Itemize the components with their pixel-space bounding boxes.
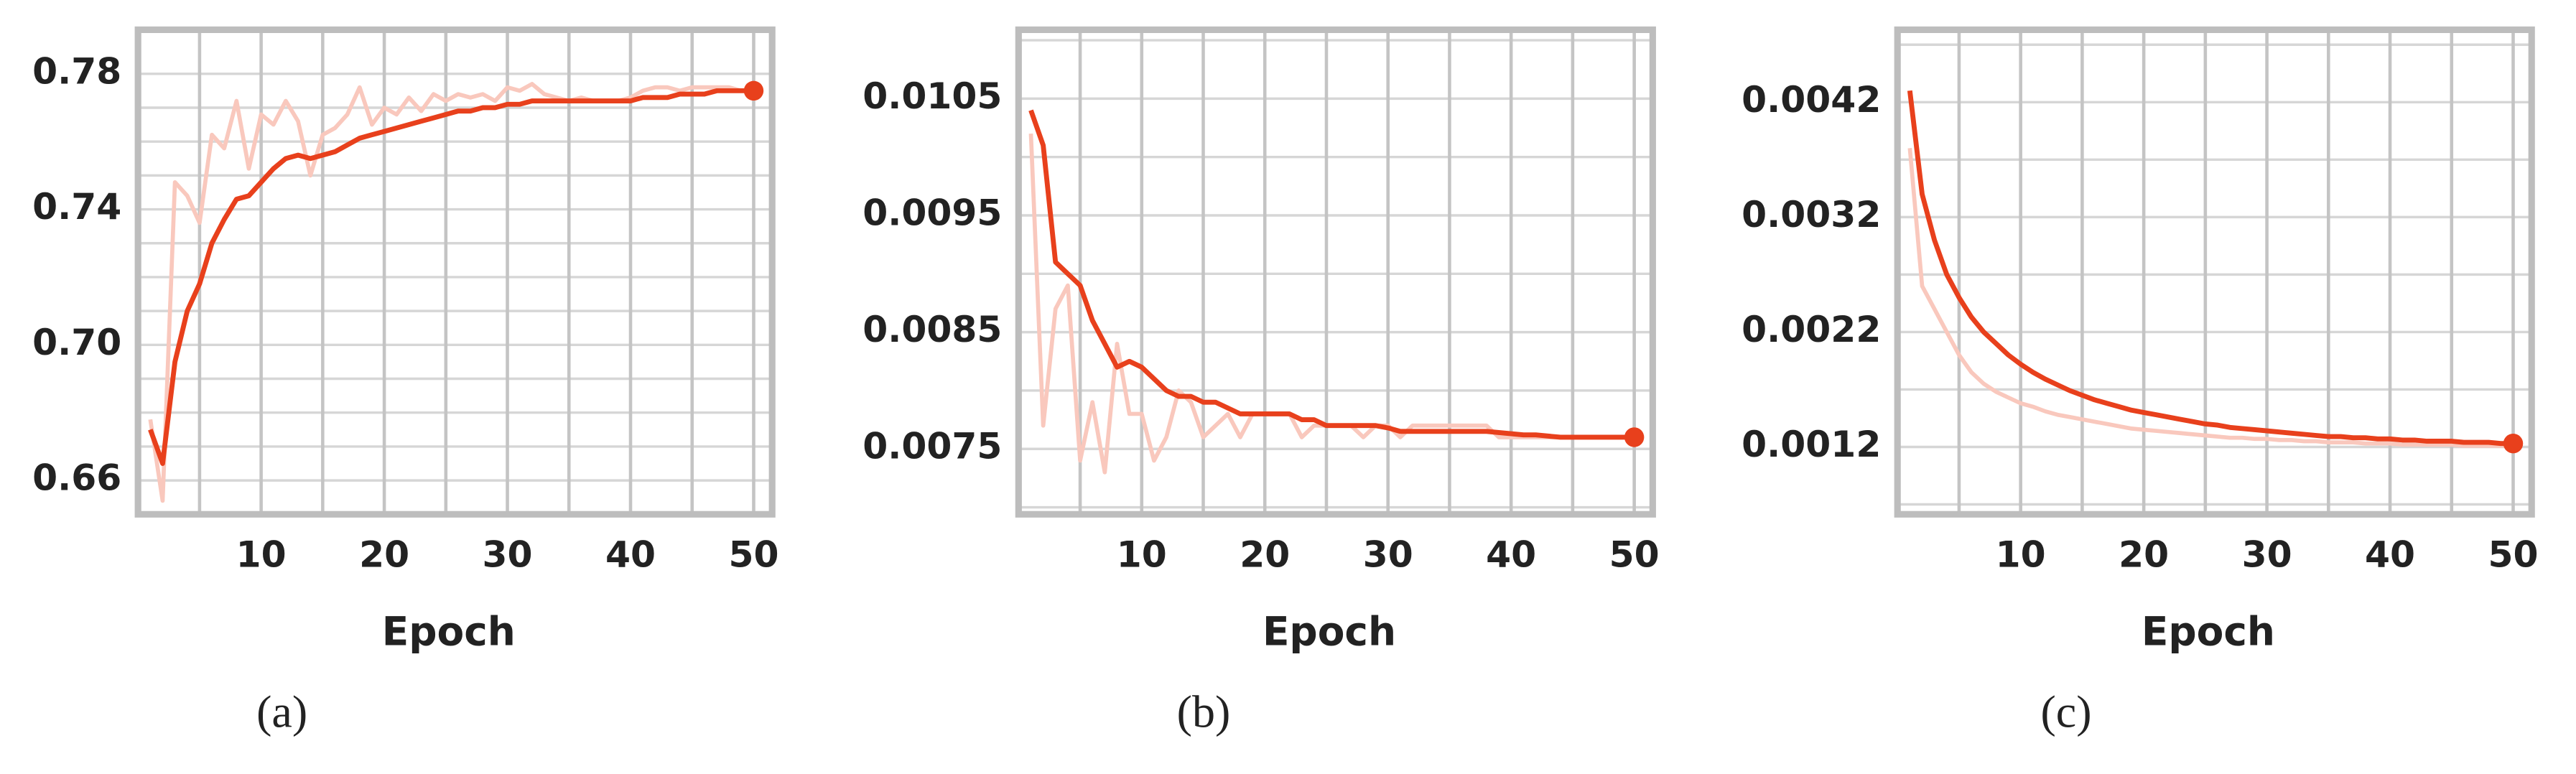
x-tick-label: 10: [236, 533, 287, 575]
x-tick-label: 20: [359, 533, 409, 575]
y-tick-label: 0.0105: [862, 75, 1002, 117]
x-tick-label: 20: [1240, 533, 1290, 575]
series-line: [1907, 90, 2514, 447]
x-tick-label: 50: [1609, 533, 1660, 575]
x-tick-label: 50: [728, 533, 778, 575]
y-tick-label: 0.0022: [1742, 308, 1881, 350]
end-dot: [1624, 427, 1645, 447]
x-tick-label: 20: [2119, 533, 2169, 575]
y-tick-label: 0.0032: [1742, 193, 1881, 236]
x-tick-label: 40: [2365, 533, 2415, 575]
series-line: [1028, 134, 1635, 475]
y-tick-label: 0.0095: [862, 191, 1002, 233]
x-axis-label: Epoch: [382, 608, 516, 654]
end-dot: [743, 80, 764, 101]
y-tick-label: 0.0075: [862, 425, 1002, 467]
end-dot: [2503, 433, 2524, 454]
y-tick-label: 0.0012: [1742, 423, 1881, 465]
plot-frame: [134, 26, 776, 518]
y-tick-label: 0.66: [32, 457, 121, 499]
x-tick-label: 40: [1486, 533, 1536, 575]
x-tick-label: 30: [483, 533, 533, 575]
panel-label: (b): [1177, 686, 1231, 737]
y-tick-label: 0.0042: [1742, 78, 1881, 121]
plot-frame: [1894, 26, 2535, 518]
plot-frame: [1015, 26, 1656, 518]
y-tick-label: 0.78: [32, 50, 121, 92]
x-tick-label: 30: [1363, 533, 1413, 575]
x-tick-label: 30: [2242, 533, 2292, 575]
y-tick-label: 0.0085: [862, 308, 1002, 350]
x-tick-label: 10: [1996, 533, 2046, 575]
x-axis-label: Epoch: [1263, 608, 1396, 654]
y-tick-label: 0.74: [32, 185, 121, 228]
series-line: [148, 82, 754, 503]
series-line: [1028, 109, 1635, 440]
x-tick-label: 10: [1117, 533, 1167, 575]
series-line: [148, 88, 754, 466]
x-axis-label: Epoch: [2142, 608, 2275, 654]
panel-label: (c): [2040, 686, 2091, 737]
x-tick-label: 40: [605, 533, 656, 575]
panel-label: (a): [256, 686, 307, 737]
y-tick-label: 0.70: [32, 321, 121, 363]
x-tick-label: 50: [2488, 533, 2539, 575]
series-line: [1907, 148, 2514, 448]
